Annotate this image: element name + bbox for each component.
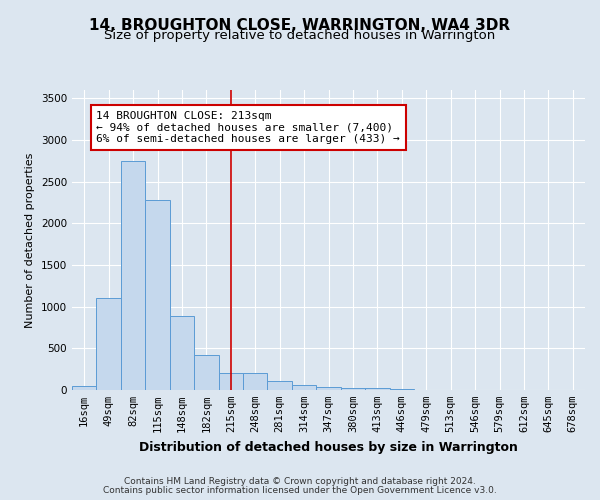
Bar [243,374,268,390]
Bar [292,385,316,390]
Y-axis label: Number of detached properties: Number of detached properties [25,152,35,328]
Text: Contains public sector information licensed under the Open Government Licence v3: Contains public sector information licen… [103,486,497,495]
Bar [145,200,170,390]
Bar [194,355,218,390]
Text: Size of property relative to detached houses in Warrington: Size of property relative to detached ho… [104,29,496,42]
Bar [97,298,121,390]
Bar [72,386,97,390]
Text: 14 BROUGHTON CLOSE: 213sqm
← 94% of detached houses are smaller (7,400)
6% of se: 14 BROUGHTON CLOSE: 213sqm ← 94% of deta… [97,111,400,144]
Bar [341,388,365,390]
Bar [365,388,389,390]
Bar [316,386,341,390]
Bar [218,374,243,390]
Bar [268,381,292,390]
Bar [389,389,414,390]
Bar [121,161,145,390]
Text: 14, BROUGHTON CLOSE, WARRINGTON, WA4 3DR: 14, BROUGHTON CLOSE, WARRINGTON, WA4 3DR [89,18,511,32]
X-axis label: Distribution of detached houses by size in Warrington: Distribution of detached houses by size … [139,440,518,454]
Text: Contains HM Land Registry data © Crown copyright and database right 2024.: Contains HM Land Registry data © Crown c… [124,477,476,486]
Bar [170,316,194,390]
